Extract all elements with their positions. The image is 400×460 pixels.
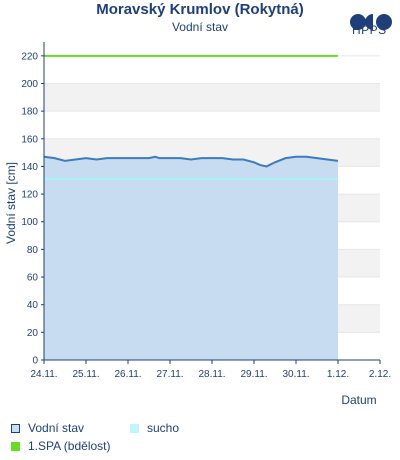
x-tick-labels: 24.11. 25.11. 26.11. 27.11. 28.11. 29.11. 30.1…: [30, 360, 391, 380]
x-tick-label: 25.11.: [72, 369, 99, 380]
x-tick-label: 30.11.: [282, 369, 309, 380]
y-tick-label: 120: [21, 190, 38, 201]
chart-title: Moravský Krumlov (Rokytná): [96, 1, 304, 18]
x-tick-label: 29.11.: [240, 369, 267, 380]
x-axis-label: Datum: [341, 393, 376, 407]
y-tick-label: 80: [27, 245, 39, 256]
legend-swatch-vodni-stav: [11, 424, 20, 433]
y-tick-label: 140: [21, 162, 38, 173]
x-tick-label: 2.12.: [369, 369, 391, 380]
grid-band: [44, 83, 380, 112]
x-tick-label: 28.11.: [198, 369, 225, 380]
y-tick-label: 200: [21, 79, 38, 90]
y-tick-label: 20: [27, 328, 39, 339]
legend-label-sucho: sucho: [147, 421, 180, 435]
water-area-fill: [44, 156, 338, 360]
water-area: [43, 155, 339, 360]
y-tick-label: 160: [21, 134, 38, 145]
chart-subtitle: Vodní stav: [171, 20, 229, 34]
legend-label-vodni-stav: Vodní stav: [28, 421, 85, 435]
legend: Vodní stav sucho 1.SPA (bdělost): [0, 418, 400, 458]
x-tick-label: 27.11.: [156, 369, 183, 380]
water-level-line: [43, 155, 339, 168]
y-tick-label: 180: [21, 107, 38, 118]
x-tick-label: 1.12.: [327, 369, 349, 380]
logo-text: HPPS: [352, 23, 387, 37]
water-level-chart: 0 20 40 60 80 100 120 140 160 180 200 220 24.11. 25.…: [4, 42, 391, 407]
y-axis-label: Vodní stav [cm]: [4, 162, 18, 244]
legend-label-spa: 1.SPA (bdělost): [28, 439, 111, 453]
y-tick-label: 40: [27, 300, 39, 311]
legend-swatch-spa: [11, 442, 20, 451]
y-tick-label: 60: [27, 273, 39, 284]
y-tick-label: 0: [32, 356, 38, 367]
legend-swatch-sucho: [130, 424, 139, 433]
y-tick-labels: 0 20 40 60 80 100 120 140 160 180 200 220: [21, 51, 44, 367]
y-tick-label: 100: [21, 217, 38, 228]
hpps-logo-icon: [350, 14, 392, 30]
y-tick-label: 220: [21, 51, 38, 62]
x-tick-label: 24.11.: [30, 369, 57, 380]
reference-lines: [44, 54, 338, 180]
x-tick-label: 26.11.: [114, 369, 141, 380]
